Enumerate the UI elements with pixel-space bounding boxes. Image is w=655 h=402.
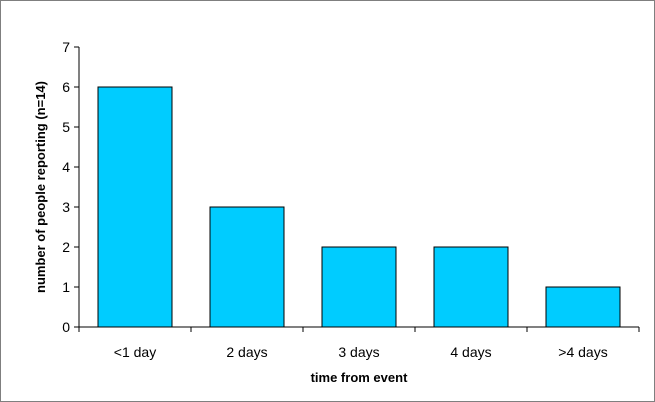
- y-tick-label: 0: [62, 319, 70, 335]
- bar: [545, 286, 621, 328]
- x-tick-label: <1 day: [114, 344, 156, 360]
- bars-layer: [97, 86, 621, 328]
- y-tick-label: 1: [62, 279, 70, 295]
- x-tick-label: 2 days: [226, 344, 267, 360]
- y-tick-label: 6: [62, 79, 70, 95]
- y-tick-label: 4: [62, 159, 70, 175]
- y-tick-label: 3: [62, 199, 70, 215]
- x-tick-label: 3 days: [338, 344, 379, 360]
- axes-layer: [78, 47, 639, 328]
- x-ticks: <1 day 2 days 3 days 4 days >4 days: [78, 327, 640, 360]
- bar: [209, 206, 285, 328]
- x-tick-label: 4 days: [450, 344, 491, 360]
- bar: [321, 246, 397, 328]
- x-tick-label: >4 days: [558, 344, 607, 360]
- x-axis-title: time from event: [311, 370, 408, 385]
- y-axis-title: number of people reporting (n=14): [33, 81, 48, 293]
- y-tick-label: 5: [62, 119, 70, 135]
- y-tick-label: 2: [62, 239, 70, 255]
- bar: [97, 86, 173, 328]
- y-ticks: 0 1 2 3 4 5 6 7: [62, 39, 79, 335]
- y-tick-label: 7: [62, 39, 70, 55]
- bar: [433, 246, 509, 328]
